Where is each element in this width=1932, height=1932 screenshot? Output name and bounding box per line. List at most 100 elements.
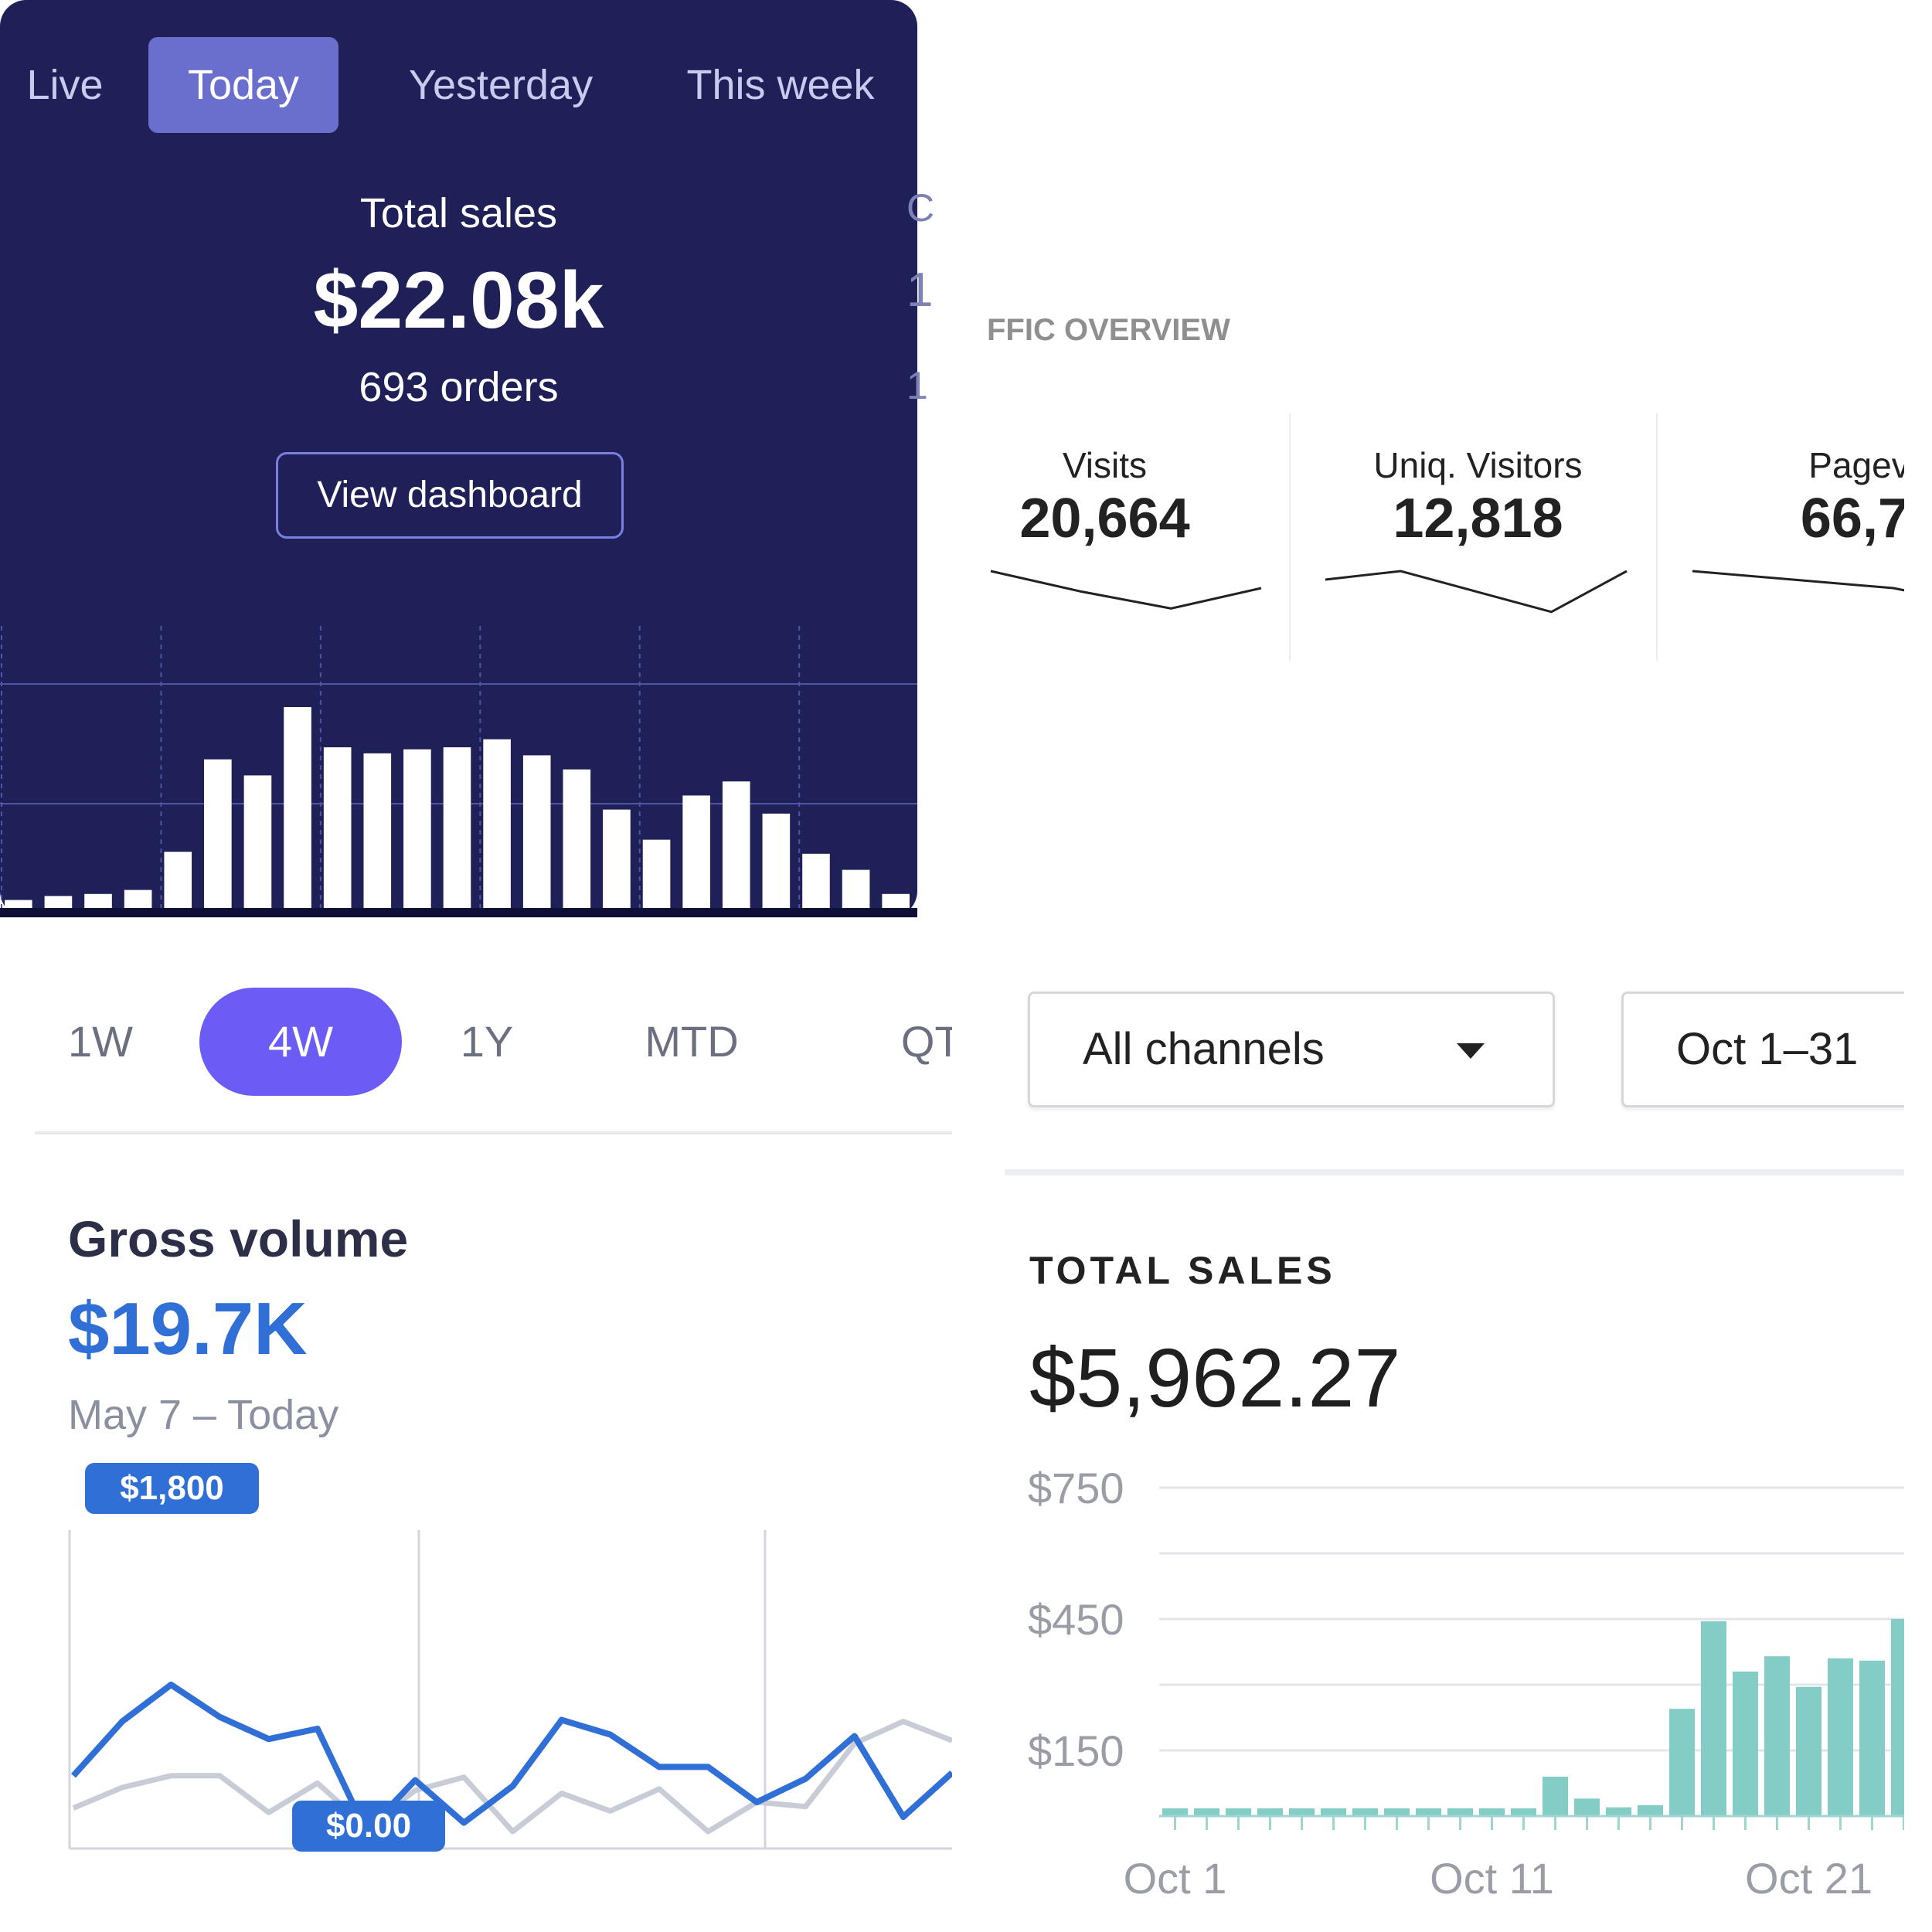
clip-mask xyxy=(1904,981,1932,1121)
range-1y[interactable]: 1Y xyxy=(460,1017,514,1066)
visits-sparkline xyxy=(990,570,1262,610)
day-bar xyxy=(1764,1656,1790,1816)
hour-bar xyxy=(5,900,32,908)
day-bar xyxy=(1257,1808,1283,1816)
y-tick-label: $750 xyxy=(1028,1464,1124,1512)
gross-volume-chart xyxy=(68,1530,952,1850)
sales-card: Live Today Yesterday This week Total sal… xyxy=(0,0,935,917)
pageviews-sparkline xyxy=(1692,570,1904,592)
day-bar xyxy=(1289,1808,1315,1816)
current-period-line xyxy=(71,1682,952,1835)
range-mtd[interactable]: MTD xyxy=(645,1017,739,1066)
day-bar xyxy=(1701,1621,1726,1816)
total-sales-value: $22.08k xyxy=(313,256,604,345)
hour-bar xyxy=(563,769,591,908)
tab-this-week[interactable]: This week xyxy=(686,62,875,108)
hour-bar xyxy=(682,795,710,908)
gross-volume-title: Gross volume xyxy=(68,1210,409,1267)
gross-volume-date-range: May 7 – Today xyxy=(68,1392,339,1438)
hour-bar xyxy=(284,707,311,908)
visits-label: Visits xyxy=(1062,445,1148,485)
range-qtd-clip: QTD xyxy=(850,988,952,1096)
x-tick-label: Oct 11 xyxy=(1430,1854,1554,1903)
day-bar xyxy=(1669,1709,1695,1816)
day-bar xyxy=(1859,1660,1885,1816)
channel-select-value: All channels xyxy=(1083,1024,1325,1074)
divider xyxy=(1656,413,1658,661)
day-bar xyxy=(1479,1808,1505,1816)
day-bar xyxy=(1194,1808,1219,1816)
day-bar xyxy=(1828,1658,1853,1816)
unique-visitors-value: 12,818 xyxy=(1393,488,1563,549)
hourly-sales-chart: 4 AM8 AM12 PM4 PM8 PM xyxy=(0,626,917,917)
day-bar xyxy=(1733,1672,1758,1816)
max-value-tooltip: $1,800 xyxy=(85,1463,259,1514)
orders-count: 693 orders xyxy=(359,364,559,410)
hour-bar xyxy=(164,852,192,908)
channel-select[interactable]: All channels xyxy=(1028,992,1555,1107)
total-sales-title: TOTAL SALES xyxy=(1029,1249,1336,1292)
previous-period-line xyxy=(72,1719,952,1835)
divider xyxy=(1289,413,1291,661)
hour-bar xyxy=(642,839,671,908)
range-4w[interactable]: 4W xyxy=(199,988,402,1096)
hour-bar xyxy=(243,775,272,908)
section-divider xyxy=(1005,1169,1904,1175)
chevron-down-icon xyxy=(1457,1043,1485,1059)
date-range-value: Oct 1–31 xyxy=(1676,1024,1859,1074)
hour-bar xyxy=(403,749,431,908)
day-bar xyxy=(1162,1808,1188,1816)
x-tick-label: Oct 21 xyxy=(1745,1854,1872,1903)
range-qtd[interactable]: QTD xyxy=(900,1017,952,1066)
day-bar xyxy=(1416,1808,1441,1816)
day-bar xyxy=(1543,1777,1568,1816)
day-bar xyxy=(1447,1808,1473,1816)
day-bar xyxy=(1384,1808,1410,1816)
sparkline-path xyxy=(1325,570,1628,614)
day-bar xyxy=(1891,1619,1904,1816)
clipped-count: 1 xyxy=(906,364,928,407)
pageviews-value: 66,740 xyxy=(1800,488,1904,549)
pageviews-clip: Pageview 66,740 xyxy=(1662,433,1904,665)
day-bar xyxy=(1574,1798,1600,1816)
overview-title: FFIC OVERVIEW xyxy=(987,313,1230,347)
x-axis xyxy=(0,908,917,917)
y-tick-label: $450 xyxy=(1028,1595,1124,1644)
day-bar xyxy=(1226,1808,1251,1816)
total-sales-amount: $5,962.27 xyxy=(1029,1331,1401,1424)
hour-bar xyxy=(44,896,73,908)
section-divider xyxy=(35,1131,952,1134)
hour-bar xyxy=(363,753,392,908)
pageviews-label: Pageview xyxy=(1808,445,1904,485)
tab-live[interactable]: Live xyxy=(26,62,104,108)
day-bar xyxy=(1321,1808,1346,1816)
hour-bar xyxy=(522,755,551,908)
view-dashboard-button[interactable]: View dashboard xyxy=(276,452,624,539)
hour-bar xyxy=(603,809,631,908)
gross-volume-value: $19.7K xyxy=(68,1287,308,1370)
hour-bar xyxy=(842,869,870,908)
tab-today[interactable]: Today xyxy=(148,37,338,133)
hour-bar xyxy=(762,813,791,908)
total-sales-label: Total sales xyxy=(359,190,558,236)
sparkline-path xyxy=(990,570,1262,610)
sparkline-path xyxy=(1692,570,1904,592)
day-bar xyxy=(1638,1804,1663,1816)
range-1w[interactable]: 1W xyxy=(68,1017,133,1066)
date-range-select[interactable]: Oct 1–31 xyxy=(1621,992,1930,1107)
y-tick-label: $150 xyxy=(1028,1726,1124,1775)
daily-sales-chart: $750 $450 $150 Oct 1 Oct 11 Oct 21 xyxy=(1028,1464,1904,1903)
tab-yesterday[interactable]: Yesterday xyxy=(408,62,594,108)
x-tick-label: Oct 1 xyxy=(1124,1854,1227,1903)
visits-value: 20,664 xyxy=(1019,488,1190,549)
day-bar xyxy=(1606,1807,1631,1816)
hour-bar xyxy=(323,747,352,908)
hour-bar xyxy=(204,759,232,908)
hour-bar xyxy=(483,739,511,908)
hour-bar xyxy=(802,853,830,908)
day-bar xyxy=(1352,1808,1378,1816)
hour-bar xyxy=(722,781,750,908)
hour-bar xyxy=(124,889,152,908)
clipped-label: C xyxy=(906,186,935,230)
hour-bar xyxy=(443,747,471,908)
